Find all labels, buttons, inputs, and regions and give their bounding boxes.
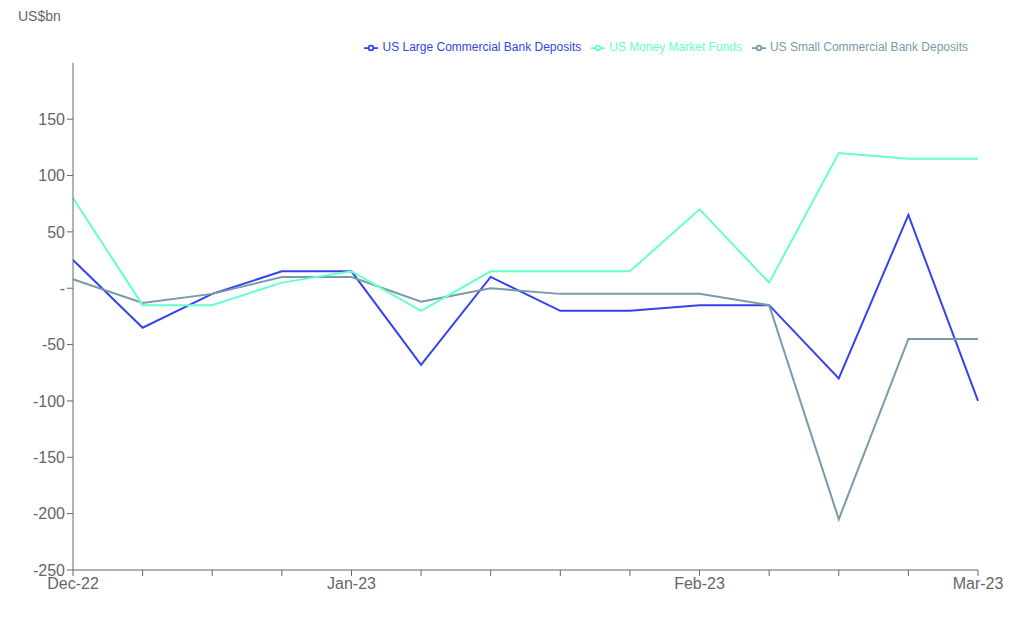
svg-text:-100: -100	[33, 393, 65, 410]
svg-text:Feb-23: Feb-23	[674, 575, 725, 592]
svg-text:-: -	[60, 280, 65, 297]
svg-text:50: 50	[47, 224, 65, 241]
svg-text:Mar-23: Mar-23	[953, 575, 1004, 592]
html-text:US Money Market Funds: US Money Market Funds	[609, 40, 742, 54]
svg-text:Jan-23: Jan-23	[327, 575, 376, 592]
svg-text:-50: -50	[42, 336, 65, 353]
svg-text:150: 150	[38, 111, 65, 128]
html-text:US Large Commercial Bank Depos: US Large Commercial Bank Deposits	[382, 40, 582, 54]
html-text:US Small Commercial Bank Depos: US Small Commercial Bank Deposits	[769, 40, 968, 54]
svg-text:-250: -250	[33, 562, 65, 579]
svg-text:100: 100	[38, 167, 65, 184]
svg-text:-200: -200	[33, 505, 65, 522]
svg-text:Dec-22: Dec-22	[47, 575, 99, 593]
svg-text:-150: -150	[33, 449, 65, 466]
html-text:US$bn: US$bn	[18, 8, 61, 24]
